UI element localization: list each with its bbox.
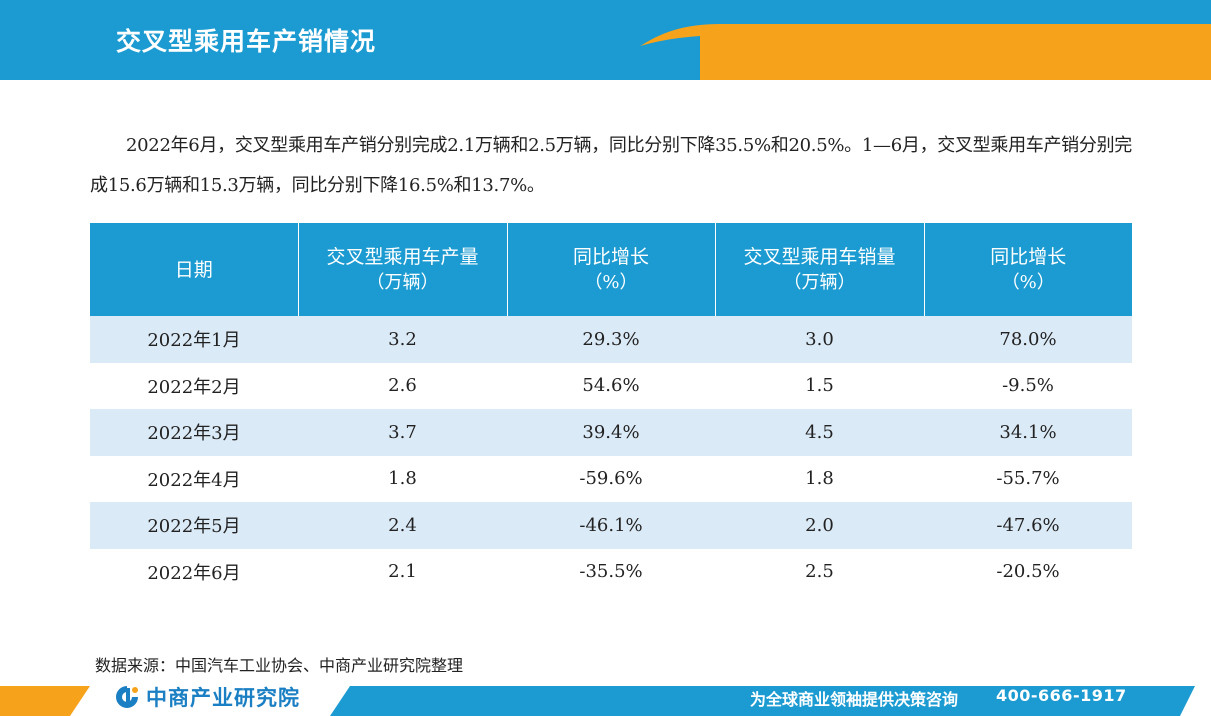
cell-production: 1.8 [298, 455, 507, 502]
cell-production: 3.7 [298, 409, 507, 456]
cell-sales-growth: -47.6% [924, 502, 1132, 549]
header-label: 同比增长 [990, 245, 1067, 268]
header-background [0, 0, 1211, 80]
cell-production-growth: -46.1% [507, 502, 715, 549]
cell-production: 3.2 [298, 316, 507, 363]
cell-date: 2022年5月 [90, 502, 298, 549]
cell-date: 2022年4月 [90, 455, 298, 502]
header-banner: 交叉型乘用车产销情况 [0, 0, 1211, 80]
footer-slogan: 为全球商业领袖提供决策咨询 [750, 690, 959, 709]
footer-background [0, 686, 1195, 716]
cell-sales-growth: -9.5% [924, 362, 1132, 409]
logo-text: 中商产业研究院 [146, 686, 300, 710]
cell-date: 2022年3月 [90, 409, 298, 456]
cell-sales-growth: -20.5% [924, 548, 1132, 595]
company-logo-icon [116, 686, 138, 708]
sales-table: 日期 交叉型乘用车产量 （万辆） 同比增长 （%） 交叉型乘用车销量 （万辆） … [90, 223, 1132, 595]
cell-production: 2.6 [298, 362, 507, 409]
footer-phone: 400-666-1917 [996, 686, 1127, 705]
cell-production: 2.4 [298, 502, 507, 549]
header-date: 日期 [90, 223, 299, 316]
table-row: 2022年2月 2.6 54.6% 1.5 -9.5% [90, 362, 1132, 409]
header-label: 交叉型乘用车销量 [743, 245, 896, 268]
header-label: 日期 [174, 258, 213, 281]
cell-sales-growth: 78.0% [924, 316, 1132, 363]
header-label: 同比增长 [572, 245, 649, 268]
header-sales: 交叉型乘用车销量 （万辆） [715, 223, 925, 316]
cell-sales-growth: 34.1% [924, 409, 1132, 456]
cell-production: 2.1 [298, 548, 507, 595]
cell-sales: 1.5 [715, 362, 924, 409]
table-row: 2022年1月 3.2 29.3% 3.0 78.0% [90, 316, 1132, 363]
cell-production-growth: -59.6% [507, 455, 715, 502]
table-row: 2022年4月 1.8 -59.6% 1.8 -55.7% [90, 455, 1132, 502]
cell-date: 2022年1月 [90, 316, 298, 363]
header-unit: （万辆） [366, 271, 439, 293]
footer-bar [0, 680, 1211, 716]
table-header-row: 日期 交叉型乘用车产量 （万辆） 同比增长 （%） 交叉型乘用车销量 （万辆） … [90, 223, 1132, 316]
page-title: 交叉型乘用车产销情况 [116, 27, 377, 56]
cell-date: 2022年6月 [90, 548, 298, 595]
header-sales-growth: 同比增长 （%） [924, 223, 1132, 316]
cell-sales-growth: -55.7% [924, 455, 1132, 502]
table-row: 2022年3月 3.7 39.4% 4.5 34.1% [90, 409, 1132, 456]
header-label: 交叉型乘用车产量 [326, 245, 479, 268]
cell-sales: 3.0 [715, 316, 924, 363]
cell-production-growth: 29.3% [507, 316, 715, 363]
header-unit: （万辆） [783, 271, 856, 293]
cell-date: 2022年2月 [90, 362, 298, 409]
cell-production-growth: 39.4% [507, 409, 715, 456]
table-row: 2022年6月 2.1 -35.5% 2.5 -20.5% [90, 548, 1132, 595]
company-logo: 中商产业研究院 [112, 683, 300, 711]
cell-sales: 2.5 [715, 548, 924, 595]
header-unit: （%） [584, 271, 638, 293]
intro-paragraph: 2022年6月，交叉型乘用车产销分别完成2.1万辆和2.5万辆，同比分别下降35… [90, 135, 1132, 196]
data-source-note: 数据来源：中国汽车工业协会、中商产业研究院整理 [95, 656, 464, 675]
cell-production-growth: 54.6% [507, 362, 715, 409]
cell-sales: 4.5 [715, 409, 924, 456]
header-production: 交叉型乘用车产量 （万辆） [298, 223, 508, 316]
cell-sales: 2.0 [715, 502, 924, 549]
header-production-growth: 同比增长 （%） [507, 223, 716, 316]
header-unit: （%） [1001, 271, 1055, 293]
cell-production-growth: -35.5% [507, 548, 715, 595]
cell-sales: 1.8 [715, 455, 924, 502]
table-row: 2022年5月 2.4 -46.1% 2.0 -47.6% [90, 502, 1132, 549]
